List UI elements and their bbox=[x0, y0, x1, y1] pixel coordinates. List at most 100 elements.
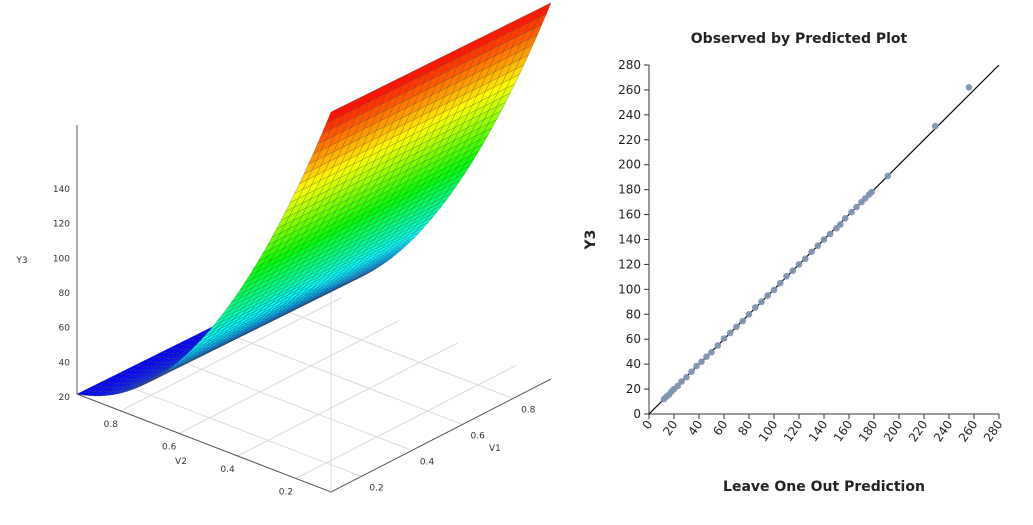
data-point[interactable] bbox=[720, 335, 728, 342]
floor-gridline-v2 bbox=[178, 319, 400, 434]
x-tick-label: 200 bbox=[881, 418, 906, 445]
y3-tick-label: 20 bbox=[59, 393, 71, 403]
y-tick-label: 60 bbox=[626, 332, 641, 346]
data-point[interactable] bbox=[826, 230, 834, 238]
response-surface bbox=[76, 2, 552, 397]
floor-gridline-v1 bbox=[107, 377, 362, 477]
scatter-points bbox=[660, 84, 973, 403]
data-point[interactable] bbox=[688, 368, 695, 375]
y3-tick-label: 140 bbox=[53, 185, 70, 195]
v1-tick-label: 0.6 bbox=[470, 431, 485, 441]
data-point[interactable] bbox=[751, 304, 759, 311]
y3-axis: 20 40 60 80 100 120 140 Y3 bbox=[15, 125, 78, 403]
observed-by-predicted-panel: Observed by Predicted Plot 0 20 40 60 80 100 12… bbox=[580, 0, 1033, 525]
data-point[interactable] bbox=[739, 317, 747, 325]
floor-grid bbox=[76, 282, 552, 493]
v1-tick-label: 0.4 bbox=[420, 457, 435, 467]
data-point[interactable] bbox=[776, 279, 784, 287]
data-point[interactable] bbox=[758, 298, 765, 306]
x-tick-label: 260 bbox=[956, 418, 981, 445]
y-tick-label: 220 bbox=[618, 133, 641, 147]
data-point[interactable] bbox=[683, 373, 690, 381]
x-tick-label: 220 bbox=[906, 418, 931, 445]
floor-gridline-v2 bbox=[295, 365, 517, 479]
x-tick-label: 60 bbox=[710, 418, 730, 439]
x-tick-label: 240 bbox=[931, 418, 956, 445]
data-point[interactable] bbox=[745, 310, 753, 318]
y-tick-label: 160 bbox=[618, 208, 641, 222]
y3-tick-label: 40 bbox=[59, 358, 71, 368]
data-point[interactable] bbox=[770, 286, 778, 294]
data-point[interactable] bbox=[726, 329, 734, 337]
x-tick-label: 0 bbox=[640, 418, 656, 432]
y-tick-label: 0 bbox=[633, 407, 641, 421]
data-point[interactable] bbox=[931, 122, 939, 130]
v1-axis-label: V1 bbox=[489, 444, 501, 454]
surface-patch bbox=[537, 2, 552, 19]
y-tick-label: 20 bbox=[626, 382, 641, 396]
y-tick-label: 180 bbox=[618, 183, 641, 197]
data-point[interactable] bbox=[836, 221, 844, 228]
data-point[interactable] bbox=[783, 272, 790, 280]
v2-tick-label: 0.6 bbox=[162, 442, 177, 452]
x-tick-label: 20 bbox=[660, 418, 680, 439]
data-point[interactable] bbox=[868, 188, 875, 196]
data-point[interactable] bbox=[795, 261, 803, 268]
y-tick-label: 120 bbox=[618, 257, 641, 271]
v2-tick-label: 0.2 bbox=[279, 487, 293, 497]
y-tick-label: 80 bbox=[626, 307, 641, 321]
floor-gridline-v2 bbox=[120, 297, 342, 412]
v2-tick-label: 0.4 bbox=[220, 465, 235, 475]
y3-tick-label: 120 bbox=[53, 220, 70, 230]
data-point[interactable] bbox=[789, 267, 797, 274]
data-point[interactable] bbox=[841, 215, 849, 222]
y-tick-label: 40 bbox=[626, 357, 641, 371]
v2-axis-label: V2 bbox=[175, 457, 187, 467]
x-tick-label: 40 bbox=[685, 418, 705, 439]
y-tick-label: 260 bbox=[618, 83, 641, 97]
y3-axis-label: Y3 bbox=[15, 256, 27, 266]
data-point[interactable] bbox=[801, 255, 809, 263]
floor-gridline-v1 bbox=[258, 300, 514, 399]
data-point[interactable] bbox=[693, 362, 700, 370]
data-point[interactable] bbox=[814, 242, 822, 250]
data-point[interactable] bbox=[808, 248, 815, 256]
data-point[interactable] bbox=[708, 349, 715, 356]
y-axis-label: Y3 bbox=[583, 230, 599, 251]
v1-axis: 0.2 0.4 0.6 0.8 V1 bbox=[369, 405, 535, 493]
x-tick-label: 140 bbox=[806, 418, 831, 445]
x-tick-label: 80 bbox=[735, 418, 755, 439]
data-point[interactable] bbox=[678, 378, 685, 385]
x-tick-label: 280 bbox=[981, 418, 1006, 445]
v1-tick-label: 0.2 bbox=[369, 483, 383, 493]
v1-tick-label: 0.8 bbox=[521, 405, 536, 415]
y3-tick-label: 80 bbox=[59, 289, 71, 299]
data-point[interactable] bbox=[674, 382, 682, 390]
floor-gridline-v2 bbox=[237, 342, 458, 457]
surface-plot: 20406080100120140Y30.20.40.60.8V10.20.40… bbox=[15, 2, 552, 497]
data-point[interactable] bbox=[764, 292, 772, 299]
y-tick-label: 140 bbox=[618, 233, 641, 247]
data-point[interactable] bbox=[698, 358, 705, 365]
y-tick-label: 200 bbox=[618, 158, 641, 172]
data-point[interactable] bbox=[965, 84, 973, 91]
data-point[interactable] bbox=[884, 172, 892, 180]
data-point[interactable] bbox=[733, 323, 740, 331]
data-point[interactable] bbox=[714, 342, 722, 349]
y-tick-label: 280 bbox=[618, 58, 641, 72]
floor-gridline-v1 bbox=[157, 351, 413, 451]
y-tick-label: 100 bbox=[618, 282, 641, 296]
x-tick-label: 160 bbox=[831, 418, 856, 445]
data-point[interactable] bbox=[820, 236, 828, 243]
v2-tick-label: 0.8 bbox=[104, 420, 119, 430]
floor-gridline-v1 bbox=[208, 325, 463, 425]
data-point[interactable] bbox=[853, 203, 860, 211]
surface-plot-panel: 20 40 60 80 100 120 140 Y3 0.2 0.4 0.6 0.8 V1 0.2 0.4 0… bbox=[15, 2, 552, 497]
x-tick-label: 180 bbox=[856, 418, 881, 445]
y3-tick-label: 100 bbox=[53, 254, 70, 264]
data-point[interactable] bbox=[703, 353, 710, 360]
chart-title: Observed by Predicted Plot bbox=[691, 31, 908, 47]
data-point[interactable] bbox=[848, 208, 855, 216]
observed-by-predicted-plot: Observed by Predicted Plot02040608010012… bbox=[583, 31, 1006, 495]
x-tick-label: 100 bbox=[756, 418, 781, 445]
